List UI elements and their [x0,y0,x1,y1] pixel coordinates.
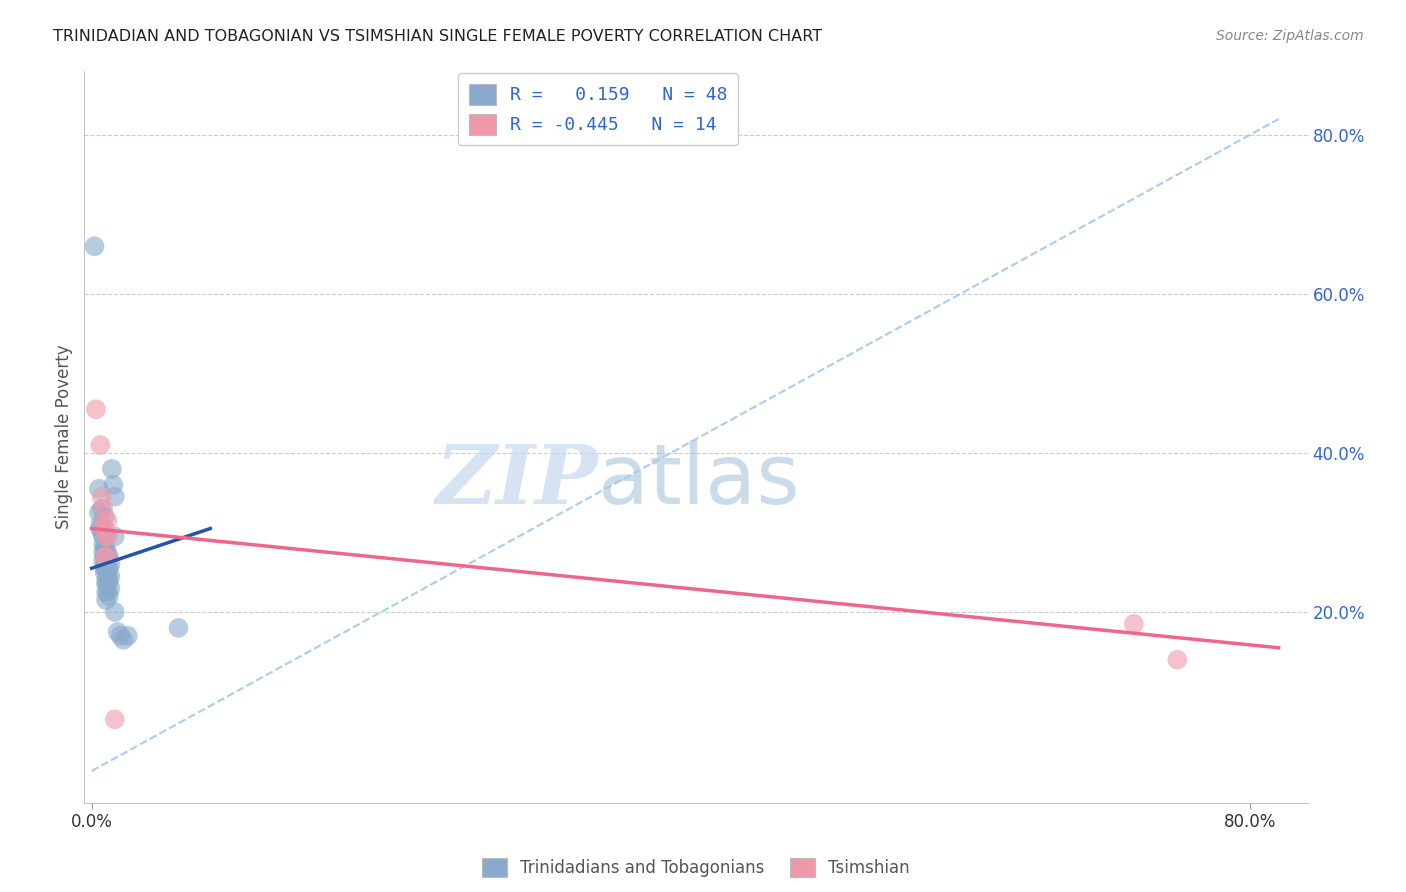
Point [91,517,114,532]
Point [87,506,110,520]
Point [93,561,115,575]
Point [98,561,121,575]
Point [91,553,114,567]
Point [94,529,117,543]
Point [93,521,115,535]
Point [104,529,127,543]
Point [96,577,118,591]
Point [84,402,107,417]
Point [94,545,117,559]
Y-axis label: Single Female Poverty: Single Female Poverty [55,345,73,529]
Point [104,605,127,619]
Point [91,537,114,551]
Point [96,514,118,528]
Point [100,569,122,583]
Point [94,573,117,587]
Point [1166,653,1188,667]
Point [103,477,125,491]
Point [96,569,118,583]
Point [112,632,135,647]
Point [90,501,112,516]
Point [91,529,114,543]
Point [98,589,121,603]
Point [110,629,132,643]
Legend: Trinidadians and Tobagonians, Tsimshian: Trinidadians and Tobagonians, Tsimshian [475,851,917,884]
Point [167,621,190,635]
Point [94,577,117,591]
Point [89,517,111,532]
Point [91,545,114,559]
Text: atlas: atlas [598,441,800,522]
Point [100,558,122,572]
Point [93,558,115,572]
Point [93,541,115,556]
Point [94,553,117,567]
Point [98,573,121,587]
Point [96,549,118,564]
Point [87,482,110,496]
Point [104,490,127,504]
Point [93,549,115,564]
Point [94,549,117,564]
Point [93,549,115,564]
Point [83,239,105,253]
Point [93,509,115,524]
Point [96,585,118,599]
Point [107,624,129,639]
Point [94,561,117,575]
Point [1122,616,1144,631]
Point [100,581,122,595]
Text: TRINIDADIAN AND TOBAGONIAN VS TSIMSHIAN SINGLE FEMALE POVERTY CORRELATION CHART: TRINIDADIAN AND TOBAGONIAN VS TSIMSHIAN … [53,29,823,44]
Text: Source: ZipAtlas.com: Source: ZipAtlas.com [1216,29,1364,43]
Point [89,521,111,535]
Point [101,462,124,476]
Point [89,438,111,452]
Point [96,529,118,543]
Point [94,529,117,543]
Point [94,541,117,556]
Point [94,593,117,607]
Point [90,490,112,504]
Point [94,585,117,599]
Point [91,501,114,516]
Point [96,561,118,575]
Point [90,525,112,540]
Point [98,549,121,564]
Point [104,712,127,726]
Text: ZIP: ZIP [436,441,598,521]
Point [93,566,115,580]
Point [117,629,139,643]
